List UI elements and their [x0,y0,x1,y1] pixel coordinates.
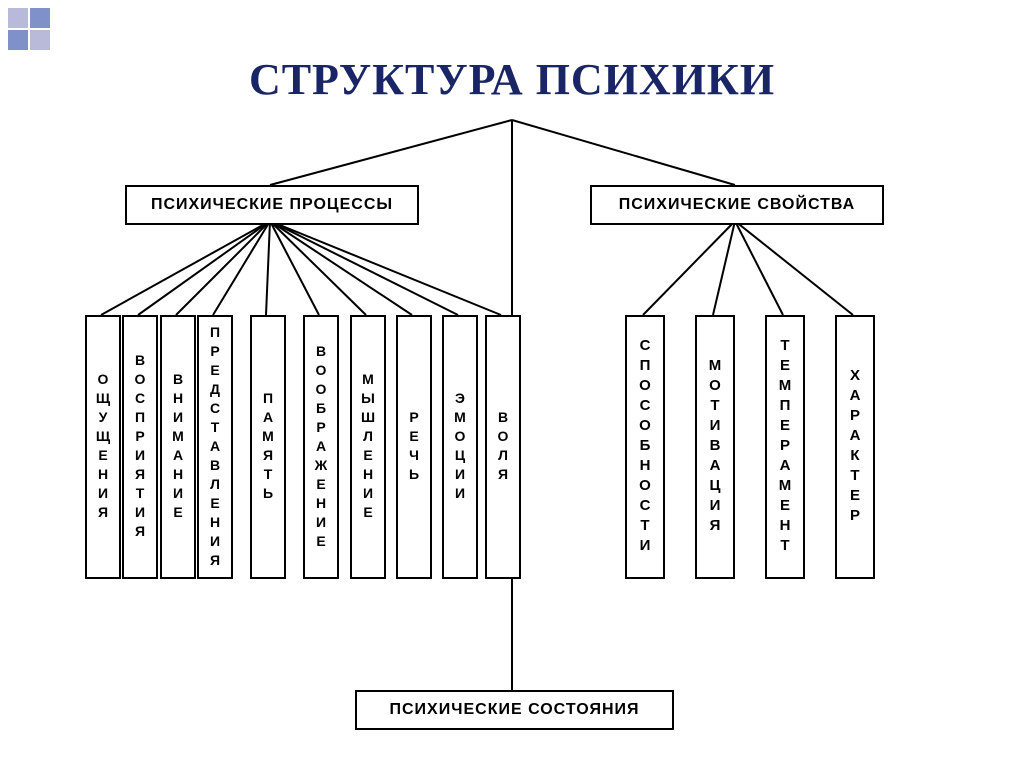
properties-child-3: ХАРАКТЕР [835,315,875,579]
properties-child-0: СПОСОБНОСТИ [625,315,665,579]
processes-child-5-label: ВООБРАЖЕНИЕ [313,343,329,552]
processes-child-0-label: ОЩУЩЕНИЯ [95,371,111,523]
processes-child-8: ЭМОЦИИ [442,315,478,579]
properties-child-2: ТЕМПЕРАМЕНТ [765,315,805,579]
processes-child-6-label: МЫШЛЕНИЕ [360,371,376,523]
processes-child-4-label: ПАМЯТЬ [260,390,276,504]
deco-square [8,8,28,28]
processes-child-1: ВОСПРИЯТИЯ [122,315,158,579]
processes-child-9-label: ВОЛЯ [495,409,511,485]
properties-box: ПСИХИЧЕСКИЕ СВОЙСТВА [590,185,884,225]
processes-child-8-label: ЭМОЦИИ [452,390,468,504]
properties-child-1-label: МОТИВАЦИЯ [707,357,724,537]
processes-child-3: ПРЕДСТАВЛЕНИЯ [197,315,233,579]
processes-child-7-label: РЕЧЬ [406,409,422,485]
deco-square [30,8,50,28]
processes-box: ПСИХИЧЕСКИЕ ПРОЦЕССЫ [125,185,419,225]
properties-child-0-label: СПОСОБНОСТИ [637,337,654,557]
states-box: ПСИХИЧЕСКИЕ СОСТОЯНИЯ [355,690,674,730]
processes-child-2: ВНИМАНИЕ [160,315,196,579]
page-title: СТРУКТУРА ПСИХИКИ [0,54,1024,105]
properties-child-2-label: ТЕМПЕРАМЕНТ [777,337,794,557]
processes-child-1-label: ВОСПРИЯТИЯ [132,352,148,542]
processes-child-3-label: ПРЕДСТАВЛЕНИЯ [207,324,223,571]
properties-child-1: МОТИВАЦИЯ [695,315,735,579]
deco-square [8,30,28,50]
processes-child-7: РЕЧЬ [396,315,432,579]
processes-child-6: МЫШЛЕНИЕ [350,315,386,579]
processes-child-2-label: ВНИМАНИЕ [170,371,186,523]
processes-child-4: ПАМЯТЬ [250,315,286,579]
processes-child-9: ВОЛЯ [485,315,521,579]
processes-child-0: ОЩУЩЕНИЯ [85,315,121,579]
deco-square [30,30,50,50]
processes-child-5: ВООБРАЖЕНИЕ [303,315,339,579]
properties-child-3-label: ХАРАКТЕР [847,367,864,527]
